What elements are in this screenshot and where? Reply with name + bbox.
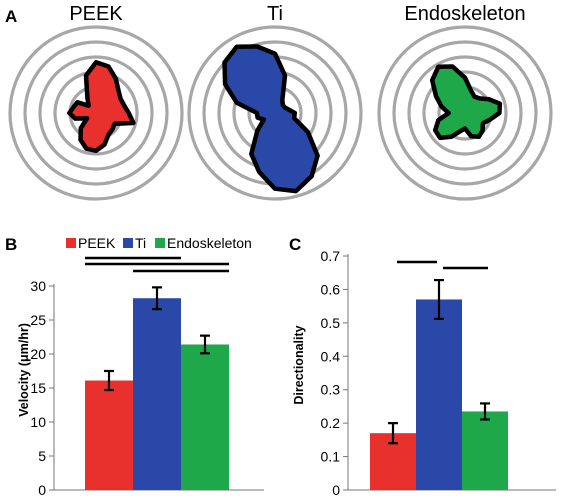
velocity-tick-label: 0 bbox=[38, 482, 46, 498]
rose-endoskeleton: Endoskeleton bbox=[377, 3, 553, 201]
directionality-bar-endoskeleton bbox=[462, 411, 508, 490]
rose-title-ti: Ti bbox=[267, 3, 283, 25]
rose-ring-3 bbox=[38, 55, 154, 171]
directionality-tick-label: 0 bbox=[332, 482, 340, 498]
rose-title-peek: PEEK bbox=[69, 3, 123, 25]
velocity-tick-label: 15 bbox=[30, 380, 46, 396]
ylabel-velocity: Velocity (μm/hr) bbox=[17, 323, 31, 417]
directionality-tick-label: 0.5 bbox=[321, 315, 341, 331]
rose-ring-2 bbox=[23, 40, 169, 186]
legend-swatch-endoskeleton bbox=[155, 238, 165, 248]
rose-title-endoskeleton: Endoskeleton bbox=[404, 3, 525, 25]
legend-swatch-ti bbox=[123, 238, 133, 248]
directionality-tick-label: 0.1 bbox=[321, 449, 341, 465]
velocity-tick-label: 10 bbox=[30, 414, 46, 430]
rose-ring-1 bbox=[8, 25, 184, 201]
rose-ti: Ti bbox=[187, 3, 363, 201]
directionality-tick-label: 0.4 bbox=[321, 348, 341, 364]
directionality-bar-ti bbox=[416, 299, 462, 490]
velocity-error-bar-ti bbox=[152, 286, 162, 311]
rose-peek: PEEK bbox=[8, 3, 184, 201]
velocity-tick-label: 30 bbox=[30, 278, 46, 294]
rose-ring-1 bbox=[377, 25, 553, 201]
rose-shape-ti bbox=[222, 44, 320, 194]
legend-label-peek: PEEK bbox=[78, 235, 116, 251]
velocity-bar-peek bbox=[85, 380, 133, 490]
velocity-tick-label: 20 bbox=[30, 346, 46, 362]
legend-label-ti: Ti bbox=[135, 235, 146, 251]
directionality-tick-label: 0.6 bbox=[321, 281, 341, 297]
velocity-tick-label: 25 bbox=[30, 312, 46, 328]
velocity-bar-chart: Velocity (μm/hr) PEEK Ti Endoskeleton 0 5… bbox=[17, 235, 264, 498]
directionality-tick-label: 0.2 bbox=[321, 415, 341, 431]
velocity-error-bar-peek bbox=[104, 369, 114, 392]
velocity-tick-label: 5 bbox=[38, 448, 46, 464]
rose-ring-2 bbox=[392, 40, 538, 186]
directionality-error-bar-endoskeleton bbox=[480, 402, 490, 421]
directionality-bar-chart: Directionality 0 0.1 0.2 0.3 0.4 0.5 0.6 0.7 bbox=[292, 248, 556, 498]
rose-shape-endoskeleton bbox=[429, 64, 503, 141]
directionality-tick-label: 0.3 bbox=[321, 382, 341, 398]
velocity-error-bar-endoskeleton bbox=[200, 334, 210, 355]
panel-label-c: C bbox=[289, 235, 301, 254]
legend: PEEK Ti Endoskeleton bbox=[66, 235, 252, 251]
ylabel-directionality: Directionality bbox=[292, 325, 306, 404]
legend-label-endoskeleton: Endoskeleton bbox=[167, 235, 252, 251]
rose-shape-peek bbox=[67, 60, 136, 154]
directionality-error-bar-peek bbox=[388, 422, 398, 445]
rose-ring-1 bbox=[187, 25, 363, 201]
rose-rings-endoskeleton bbox=[377, 25, 553, 201]
directionality-tick-label: 0.7 bbox=[321, 248, 341, 264]
directionality-error-bar-ti bbox=[434, 278, 444, 320]
panel-label-a: A bbox=[5, 7, 17, 26]
velocity-bar-endoskeleton bbox=[181, 344, 229, 490]
panel-label-b: B bbox=[5, 235, 17, 254]
legend-swatch-peek bbox=[66, 238, 76, 248]
velocity-bar-ti bbox=[133, 298, 181, 490]
rose-ring-3 bbox=[407, 55, 523, 171]
rose-ring-4 bbox=[422, 70, 508, 156]
